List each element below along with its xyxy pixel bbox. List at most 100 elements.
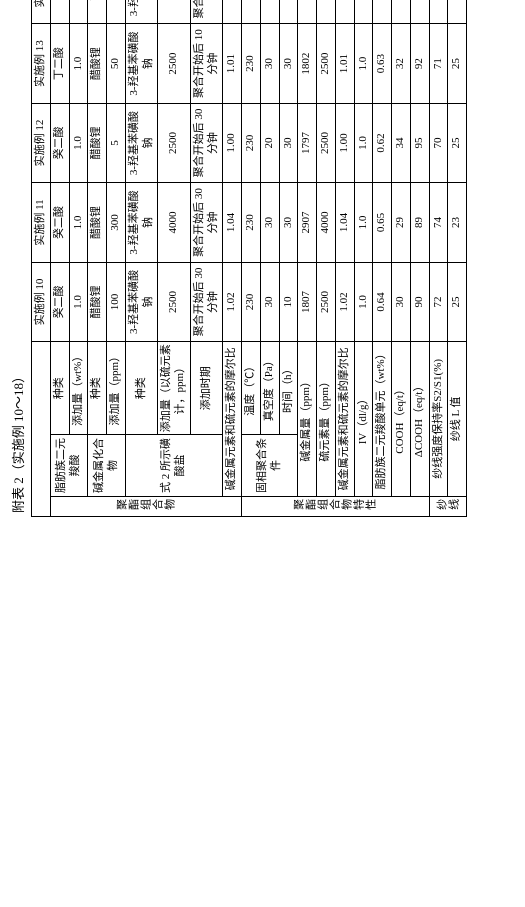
sub-solid-cond: 固相聚合条件 [242,435,298,496]
cell: 24 [392,0,411,24]
cell: 30 [260,262,279,341]
cell: 2500 [158,262,191,341]
row-label: 碱金属元素和硫元素的摩尔比 [335,342,354,496]
cell: 丁二酸 [50,24,69,103]
cell: 89 [410,183,429,262]
cell: 1.04 [335,183,354,262]
cell: 2907 [298,183,317,262]
cell: 230 [242,24,261,103]
table-title: 附表 2（实施例 10～18） [8,0,27,513]
row-label: 时间（h） [279,342,298,435]
row-label: IV（dl/g） [354,342,373,496]
col-header: 实施例 10 [32,262,51,341]
row-label: 种类 [50,342,69,435]
cell: 30 [260,0,279,24]
cell: 90 [410,262,429,341]
yarn-label: 纱线 [429,496,467,516]
row-label: 碱金属元素和硫元素的摩尔比 [223,342,242,496]
cell: 1.0 [354,0,373,24]
cell: 500 [107,0,126,24]
cell: 25 [448,262,467,341]
group1-label: 聚酯组合物 [50,496,241,516]
cell: 230 [242,183,261,262]
row-label: 碱金属量（ppm） [298,342,317,496]
cell: 34 [392,103,411,182]
cell: 0.65 [373,183,392,262]
cell: 92 [410,24,429,103]
cell: 1.10 [335,0,354,24]
row-label: 脂肪族二元羧酸单元（wt%） [373,342,392,496]
cell: 50 [107,24,126,103]
cell: 醋酸锂 [88,0,107,24]
row-label: 真空度（Pa） [260,342,279,435]
cell: 75 [410,0,429,24]
cell: 30 [392,262,411,341]
cell: 1.0 [354,24,373,103]
row-label: 纱线 L 值 [448,342,467,496]
sub-formula2salt: 式 2 所示磺酸盐 [125,435,223,496]
cell: 0.63 [373,0,392,24]
cell: 230 [242,262,261,341]
cell: 醋酸锂 [88,183,107,262]
cell: 1.00 [223,103,242,182]
row-label: COOH（eq/t） [392,342,411,496]
cell: 30 [260,183,279,262]
cell: 0.64 [373,262,392,341]
row-label: 硫元素量（ppm） [317,342,336,496]
col-header: 实施例 11 [32,183,51,262]
cell: 癸二酸 [50,103,69,182]
cell: 1.01 [335,24,354,103]
cell: 4000 [317,183,336,262]
cell: 100 [107,262,126,341]
cell: 25 [448,24,467,103]
cell: 2500 [317,0,336,24]
cell: 74 [429,183,448,262]
cell: 1.00 [335,103,354,182]
row-label: 种类 [88,342,107,435]
row-label: 添加时期 [190,342,223,435]
cell: 癸二酸 [50,262,69,341]
cell: 3-羟基苯磺酸钠 [125,0,158,24]
cell: 3-羟基苯磺酸钠 [125,24,158,103]
cell: 32 [392,24,411,103]
row-label: ΔCOOH（eq/t） [410,342,429,496]
data-table: 实施例 10 实施例 11 实施例 12 实施例 13 实施例 14 实施例 1… [31,0,467,517]
cell: 1.02 [223,262,242,341]
cell: 1797 [298,103,317,182]
cell: 23 [448,183,467,262]
cell: 230 [242,103,261,182]
row-label: 添加量（wt%） [69,342,88,435]
cell: 2500 [317,24,336,103]
cell: 2500 [158,0,191,24]
cell: 1850 [298,0,317,24]
cell: 醋酸锂 [88,103,107,182]
cell: 20 [260,103,279,182]
cell: 1.02 [335,262,354,341]
cell: 1.0 [354,262,373,341]
cell: 0.63 [373,24,392,103]
cell: 70 [429,103,448,182]
cell: 1.0 [354,103,373,182]
cell: 1807 [298,262,317,341]
cell: 72 [429,262,448,341]
row-label: 添加量（ppm） [107,342,126,435]
cell: 1.10 [223,0,242,24]
cell: 聚合开始后 10 分钟 [190,0,223,24]
row-label: 温度（℃） [242,342,261,435]
sub-aliphatic: 脂肪族二元羧酸 [50,435,88,496]
cell: 29 [392,183,411,262]
cell: 2500 [158,103,191,182]
col-header: 实施例 13 [32,24,51,103]
group2-label: 聚酯组合物特性 [242,496,430,516]
row-label: 添加量（以硫元素计，ppm） [158,342,191,435]
cell: 醋酸锂 [88,262,107,341]
cell: 1.0 [354,183,373,262]
cell: 30 [279,183,298,262]
cell: 300 [107,183,126,262]
cell: 24 [448,0,467,24]
cell: 0.62 [373,103,392,182]
cell: 2500 [158,24,191,103]
cell: 2500 [317,262,336,341]
cell: 2500 [317,103,336,182]
col-header: 实施例 12 [32,103,51,182]
